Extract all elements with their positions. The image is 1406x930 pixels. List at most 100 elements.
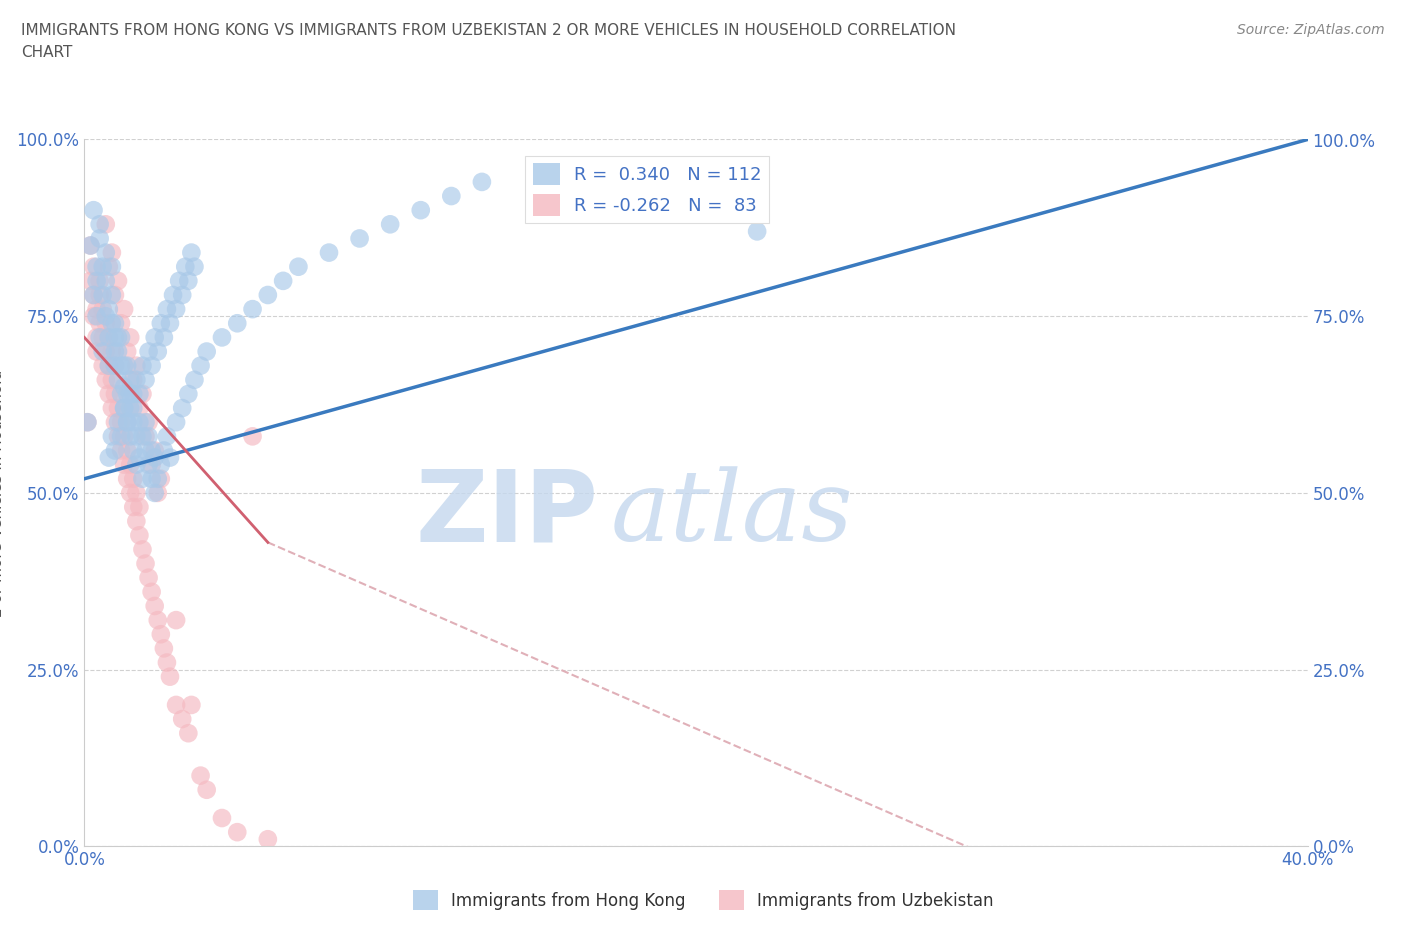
Point: [211, 330, 233, 345]
Point: [110, 443, 132, 458]
Legend: Immigrants from Hong Kong, Immigrants from Uzbekistan: Immigrants from Hong Kong, Immigrants fr…: [406, 884, 1000, 917]
Point: [128, 450, 150, 465]
Point: [146, 472, 169, 486]
Point: [128, 415, 150, 430]
Point: [112, 358, 135, 373]
Point: [159, 450, 181, 465]
Point: [122, 499, 145, 514]
Point: [122, 401, 145, 416]
Point: [112, 301, 135, 316]
Point: [183, 372, 205, 387]
Point: [112, 429, 135, 444]
Point: [89, 217, 111, 232]
Point: [143, 485, 166, 500]
Point: [125, 485, 148, 500]
Point: [122, 372, 145, 387]
Point: [172, 401, 194, 416]
Point: [143, 330, 166, 345]
Point: [101, 287, 124, 302]
Point: [110, 316, 132, 331]
Point: [165, 301, 187, 316]
Point: [177, 725, 200, 740]
Point: [128, 528, 150, 543]
Point: [149, 627, 172, 642]
Point: [174, 259, 197, 274]
Point: [91, 330, 114, 345]
Point: [86, 330, 108, 345]
Point: [287, 259, 309, 274]
Point: [156, 301, 179, 316]
Point: [94, 246, 117, 260]
Point: [122, 387, 145, 402]
Text: ZIP: ZIP: [415, 466, 598, 563]
Point: [83, 287, 105, 302]
Point: [747, 224, 769, 239]
Point: [91, 358, 114, 373]
Point: [190, 768, 212, 783]
Point: [226, 825, 249, 840]
Point: [131, 358, 153, 373]
Point: [120, 330, 142, 345]
Point: [107, 429, 129, 444]
Point: [128, 499, 150, 514]
Point: [183, 259, 205, 274]
Point: [97, 301, 120, 316]
Point: [115, 344, 138, 359]
Point: [79, 273, 101, 288]
Point: [135, 443, 157, 458]
Point: [115, 358, 138, 373]
Point: [104, 443, 127, 458]
Point: [153, 641, 176, 656]
Point: [226, 316, 249, 331]
Point: [101, 259, 124, 274]
Point: [131, 542, 153, 557]
Point: [141, 358, 163, 373]
Point: [83, 259, 105, 274]
Point: [143, 443, 166, 458]
Point: [97, 358, 120, 373]
Point: [190, 358, 212, 373]
Point: [143, 450, 166, 465]
Point: [143, 599, 166, 614]
Point: [135, 556, 157, 571]
Point: [112, 379, 135, 394]
Point: [318, 246, 340, 260]
Point: [89, 287, 111, 302]
Point: [242, 429, 264, 444]
Point: [122, 443, 145, 458]
Point: [131, 387, 153, 402]
Point: [138, 415, 160, 430]
Point: [122, 472, 145, 486]
Point: [115, 415, 138, 430]
Point: [409, 203, 432, 218]
Point: [115, 387, 138, 402]
Point: [83, 287, 105, 302]
Point: [141, 472, 163, 486]
Point: [156, 429, 179, 444]
Point: [120, 485, 142, 500]
Point: [91, 344, 114, 359]
Point: [242, 301, 264, 316]
Point: [471, 175, 494, 190]
Point: [128, 387, 150, 402]
Point: [101, 401, 124, 416]
Point: [159, 316, 181, 331]
Point: [153, 443, 176, 458]
Point: [76, 415, 98, 430]
Point: [97, 450, 120, 465]
Point: [156, 655, 179, 670]
Point: [97, 259, 120, 274]
Point: [83, 203, 105, 218]
Point: [101, 344, 124, 359]
Point: [180, 246, 202, 260]
Point: [159, 670, 181, 684]
Point: [97, 387, 120, 402]
Point: [104, 344, 127, 359]
Point: [125, 429, 148, 444]
Point: [91, 301, 114, 316]
Point: [165, 698, 187, 712]
Point: [120, 458, 142, 472]
Point: [146, 613, 169, 628]
Point: [104, 287, 127, 302]
Point: [94, 309, 117, 324]
